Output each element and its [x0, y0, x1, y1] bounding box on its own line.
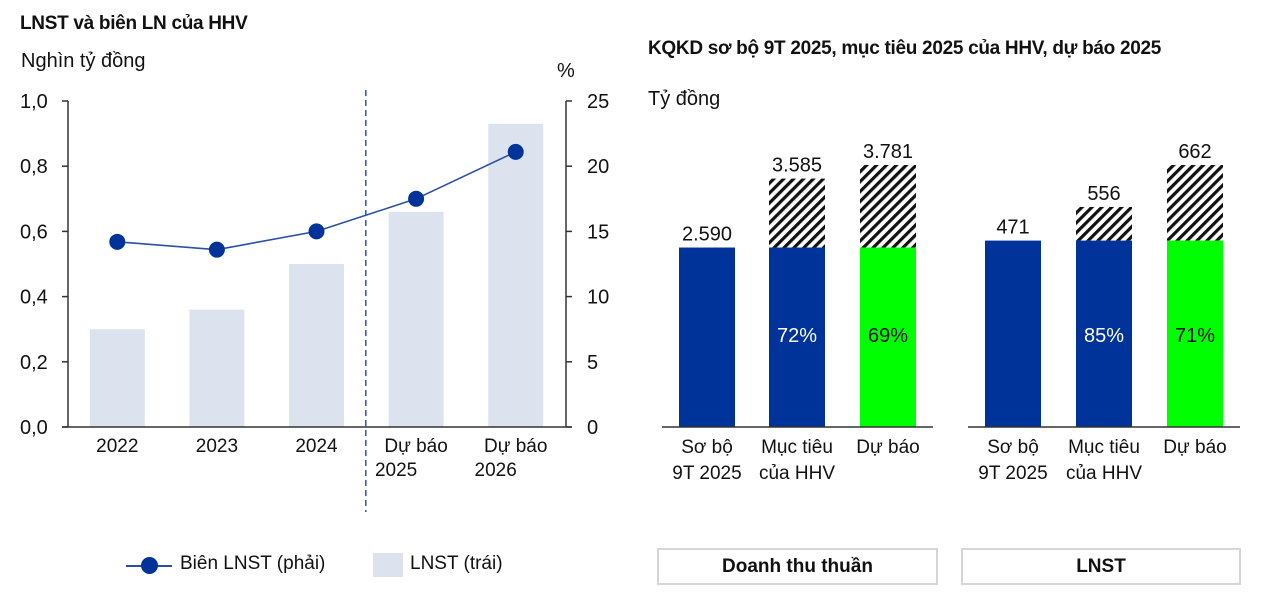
right-y-tick-label: 0: [587, 417, 598, 439]
total-value-label: 3.585: [772, 155, 822, 177]
margin-point: [408, 190, 425, 207]
category-label: Sơ bộ: [681, 437, 733, 458]
category-label: của HHV: [1066, 463, 1142, 484]
total-value-label: 3.781: [863, 141, 913, 163]
right-chart: 2.590 Sơ bộ 9T 2025 3.585 72% Mục tiêu của HHV…: [662, 141, 1240, 484]
actual-bar: [860, 247, 916, 427]
lnst-bar: [289, 264, 344, 427]
left-y-tick-label: 1,0: [20, 91, 48, 113]
lnst-bar: [189, 309, 245, 427]
group-label-lnst: LNST: [961, 548, 1241, 585]
left-y-tick-label: 0,6: [20, 221, 48, 243]
right-y-tick-label: 15: [587, 221, 609, 243]
x-tick-label: 2023: [196, 436, 238, 457]
x-tick-label: 2026: [475, 460, 517, 481]
remaining-hatch-bar: [1167, 165, 1223, 241]
category-label: của HHV: [759, 463, 835, 484]
category-label: Mục tiêu: [1068, 437, 1140, 458]
total-value-label: 556: [1087, 183, 1120, 205]
x-tick-label: 2022: [96, 436, 138, 457]
remaining-hatch-bar: [769, 178, 825, 248]
x-tick-label: 2025: [375, 460, 417, 481]
margin-point: [208, 241, 225, 258]
actual-bar: [769, 247, 825, 427]
actual-bar: [985, 240, 1041, 427]
remaining-hatch-bar: [1076, 206, 1132, 241]
total-value-label: 471: [996, 217, 1029, 239]
lnst-bar: [388, 211, 444, 427]
left-y-tick-label: 0,0: [20, 417, 48, 439]
group-label-revenue: Doanh thu thuần: [657, 548, 938, 585]
left-chart-y2-unit: %: [557, 60, 575, 82]
left-y-tick-label: 0,4: [20, 287, 48, 309]
x-tick-label: 2024: [295, 436, 338, 457]
completion-pct-label: 72%: [777, 325, 817, 347]
actual-bar: [679, 247, 735, 427]
category-label: 9T 2025: [978, 463, 1047, 484]
legend-dot-icon: [141, 557, 158, 574]
total-value-label: 2.590: [682, 224, 732, 246]
legend-label-margin: Biên LNST (phải): [180, 553, 326, 574]
legend-label-profit: LNST (trái): [410, 553, 503, 574]
category-label: Dự báo: [1163, 437, 1226, 458]
legend-bar-swatch-icon: [373, 553, 403, 577]
x-tick-label: Dự báo: [484, 436, 547, 457]
lnst-bar: [488, 123, 544, 427]
right-y-tick-label: 20: [587, 156, 609, 178]
completion-pct-label: 85%: [1084, 325, 1124, 347]
category-label: Dự báo: [856, 437, 919, 458]
right-y-tick-label: 25: [587, 91, 609, 113]
left-y-tick-label: 0,8: [20, 156, 48, 178]
actual-bar: [1076, 240, 1132, 427]
margin-point: [308, 223, 325, 240]
margin-point: [507, 143, 524, 160]
lnst-bar: [89, 329, 145, 427]
right-chart-title: KQKD sơ bộ 9T 2025, mục tiêu 2025 của HH…: [648, 38, 1162, 59]
x-tick-label: Dự báo: [384, 436, 447, 457]
left-chart-title: LNST và biên LN của HHV: [20, 13, 248, 34]
completion-pct-label: 71%: [1175, 325, 1215, 347]
right-y-tick-label: 5: [587, 352, 598, 374]
category-label: Mục tiêu: [761, 437, 833, 458]
completion-pct-label: 69%: [868, 325, 908, 347]
remaining-hatch-bar: [860, 165, 916, 248]
actual-bar: [1167, 240, 1223, 427]
category-label: 9T 2025: [672, 463, 741, 484]
left-chart-y-unit: Nghìn tỷ đồng: [21, 50, 146, 72]
left-y-tick-label: 0,2: [20, 352, 48, 374]
total-value-label: 662: [1178, 141, 1211, 163]
right-y-tick-label: 10: [587, 287, 609, 309]
margin-point: [109, 233, 126, 250]
category-label: Sơ bộ: [987, 437, 1039, 458]
right-chart-y-unit: Tỷ đồng: [648, 88, 721, 110]
